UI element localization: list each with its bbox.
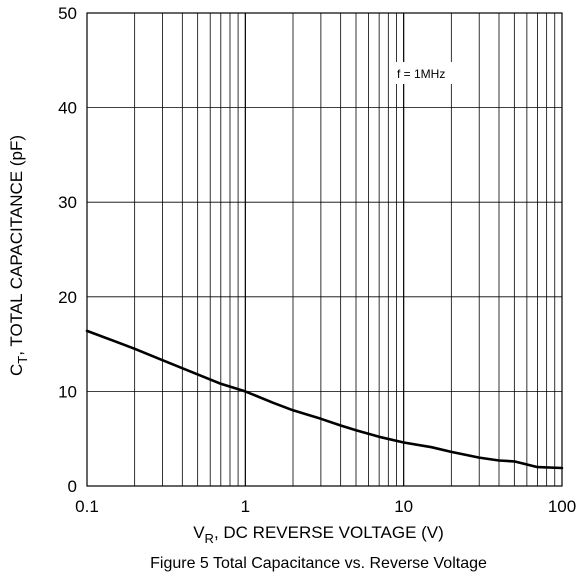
annotation-text: f = 1MHz bbox=[397, 67, 445, 81]
x-tick-label: 10 bbox=[394, 497, 413, 516]
x-axis-title-sub: R bbox=[205, 531, 214, 546]
y-tick-label: 40 bbox=[58, 99, 77, 118]
annotation-box: f = 1MHz bbox=[390, 62, 472, 84]
plot-frame bbox=[86, 12, 563, 487]
y-tick-label: 0 bbox=[68, 477, 77, 496]
y-axis-title-rest: , TOTAL CAPACITANCE (pF) bbox=[7, 135, 26, 356]
y-tick-label: 20 bbox=[58, 288, 77, 307]
annotation-background bbox=[390, 62, 472, 84]
tick-labels: 0.1 1 10 100 0 10 20 30 40 50 bbox=[58, 4, 576, 516]
y-tick-label: 50 bbox=[58, 4, 77, 23]
x-tick-label: 0.1 bbox=[75, 497, 99, 516]
x-axis-title-main: V bbox=[193, 523, 205, 542]
figure-caption: Figure 5 Total Capacitance vs. Reverse V… bbox=[150, 555, 487, 572]
y-axis-title-main: C bbox=[7, 364, 26, 376]
y-axis-title: CT, TOTAL CAPACITANCE (pF) bbox=[7, 135, 30, 376]
capacitance-curve bbox=[85, 329, 564, 470]
y-axis-title-sub: T bbox=[15, 356, 30, 364]
series-group bbox=[85, 329, 564, 470]
x-tick-label: 1 bbox=[241, 497, 250, 516]
y-tick-label: 30 bbox=[58, 193, 77, 212]
x-axis-title: VR, DC REVERSE VOLTAGE (V) bbox=[193, 523, 444, 546]
x-axis-title-rest: , DC REVERSE VOLTAGE (V) bbox=[214, 523, 444, 542]
x-tick-label: 100 bbox=[548, 497, 576, 516]
y-tick-label: 10 bbox=[58, 382, 77, 401]
